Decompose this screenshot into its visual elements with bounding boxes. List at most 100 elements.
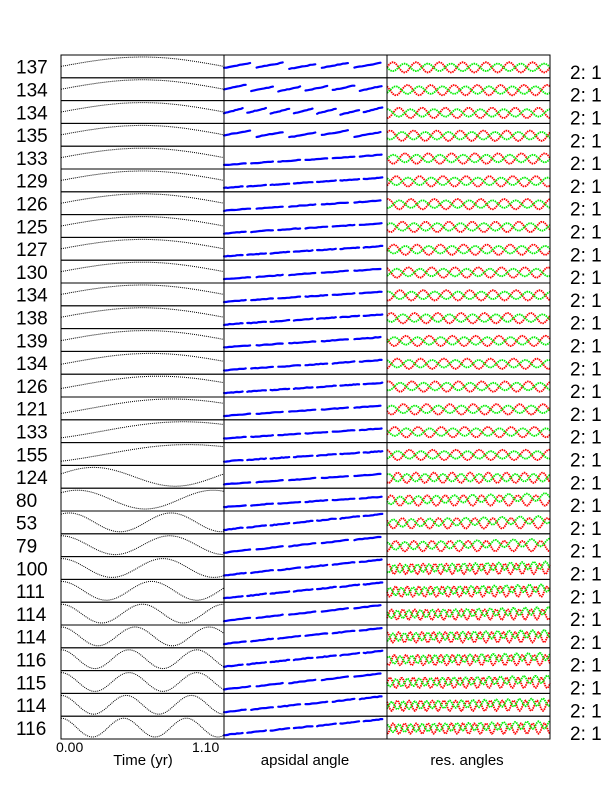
apsidal-series-line-29	[222, 718, 384, 737]
ratio-label-20: 2: 1	[570, 519, 602, 540]
panel-frame-0-0	[60, 54, 225, 79]
panel-frame-21-0	[60, 533, 225, 558]
resonance-green-line-29	[386, 720, 551, 734]
panel-frame-16-0	[60, 419, 225, 444]
panel-frame-5-0	[60, 168, 225, 193]
panel-frame-3-0	[60, 122, 225, 147]
panel-frame-6-2	[386, 191, 551, 216]
row-label-24: 114	[16, 605, 47, 626]
apsidal-series-line-3	[222, 129, 382, 139]
time-series-line-15	[60, 398, 225, 414]
resonance-green-line-1	[386, 85, 551, 95]
panel-frame-29-0	[60, 715, 225, 740]
resonance-green-line-17	[386, 450, 551, 460]
ratio-label-29: 2: 1	[570, 724, 602, 745]
resonance-green-line-8	[386, 245, 551, 255]
resonance-green-line-9	[386, 267, 551, 278]
apsidal-series-line-17	[222, 450, 384, 463]
ratio-label-15: 2: 1	[570, 405, 602, 426]
ratio-label-3: 2: 1	[570, 131, 602, 152]
apsidal-series-line-14	[222, 381, 384, 395]
apsidal-series-line-13	[222, 358, 383, 372]
apsidal-series-line-22	[222, 558, 383, 577]
resonance-green-line-12	[386, 336, 551, 346]
row-label-17: 155	[16, 445, 48, 466]
ratio-label-7: 2: 1	[570, 223, 602, 244]
resonance-green-line-21	[386, 537, 551, 551]
row-label-26: 116	[16, 651, 46, 672]
row-label-4: 133	[16, 149, 48, 170]
resonance-green-line-7	[386, 222, 551, 232]
resonance-green-line-14	[386, 381, 551, 392]
resonance-green-line-15	[386, 404, 551, 415]
panel-frame-13-1	[223, 350, 388, 375]
panel-frame-14-2	[386, 373, 551, 398]
panel-frame-20-0	[60, 510, 225, 535]
row-label-27: 115	[16, 673, 46, 694]
resonance-red-line-14	[386, 380, 551, 393]
ratio-label-6: 2: 1	[570, 200, 602, 221]
apsidal-series-line-23	[222, 581, 384, 600]
row-label-23: 111	[16, 582, 45, 603]
time-series-line-28	[60, 694, 225, 715]
time-series-line-5	[60, 170, 225, 181]
time-series-line-8	[60, 238, 225, 250]
panel-frame-10-0	[60, 282, 225, 307]
apsidal-series-line-2	[222, 106, 384, 116]
panel-frame-12-0	[60, 328, 225, 352]
apsidal-series-line-20	[222, 512, 384, 532]
row-label-5: 129	[16, 172, 48, 193]
resonance-green-line-25	[386, 628, 551, 642]
apsidal-series-line-27	[222, 672, 382, 691]
panel-frame-10-1	[223, 282, 388, 307]
row-label-13: 134	[16, 354, 48, 375]
row-label-8: 127	[16, 240, 48, 261]
time-series-line-20	[60, 512, 225, 533]
time-series-line-29	[60, 717, 225, 738]
panel-frame-11-1	[223, 305, 388, 330]
resonance-red-line-22	[386, 562, 551, 576]
panel-frame-7-1	[223, 214, 388, 238]
time-series-line-17	[60, 444, 225, 462]
resonance-green-line-10	[386, 290, 551, 301]
row-label-18: 124	[16, 468, 48, 489]
row-label-7: 125	[16, 217, 48, 238]
time-series-line-9	[60, 261, 225, 273]
x-tick-start: 0.00	[56, 739, 83, 755]
resonance-green-line-4	[386, 153, 551, 164]
row-label-20: 53	[16, 514, 37, 535]
column-label-1: apsidal angle	[261, 752, 349, 769]
resonance-red-line-26	[386, 654, 551, 667]
row-label-28: 114	[16, 696, 47, 717]
time-series-line-1	[60, 79, 225, 90]
resonance-red-line-7	[386, 220, 551, 234]
resonance-red-line-21	[386, 540, 551, 553]
panel-frame-18-1	[223, 464, 388, 489]
ratio-label-21: 2: 1	[570, 542, 602, 563]
resonance-green-line-19	[386, 492, 551, 506]
panel-frame-25-2	[386, 624, 551, 649]
panel-frame-16-1	[223, 419, 388, 444]
apsidal-series-line-11	[222, 313, 384, 327]
row-label-11: 138	[16, 309, 48, 330]
panel-frame-4-1	[223, 145, 388, 170]
panel-frame-17-2	[386, 442, 551, 466]
panel-frame-6-0	[60, 191, 225, 216]
ratio-label-25: 2: 1	[570, 633, 602, 654]
resonance-red-line-6	[386, 198, 551, 211]
panel-frame-14-1	[223, 373, 388, 398]
time-series-line-23	[61, 580, 225, 601]
apsidal-series-line-18	[222, 472, 382, 486]
row-label-0: 137	[16, 58, 48, 79]
resonance-green-line-13	[386, 359, 551, 369]
resonance-green-line-22	[386, 560, 551, 574]
time-series-line-24	[60, 603, 225, 624]
apsidal-series-line-6	[222, 199, 382, 213]
resonance-red-line-4	[386, 152, 551, 165]
ratio-label-22: 2: 1	[570, 565, 602, 586]
ratio-label-8: 2: 1	[570, 245, 602, 266]
ratio-label-9: 2: 1	[570, 268, 602, 289]
time-series-line-16	[60, 421, 225, 439]
resonance-red-line-2	[386, 106, 551, 120]
